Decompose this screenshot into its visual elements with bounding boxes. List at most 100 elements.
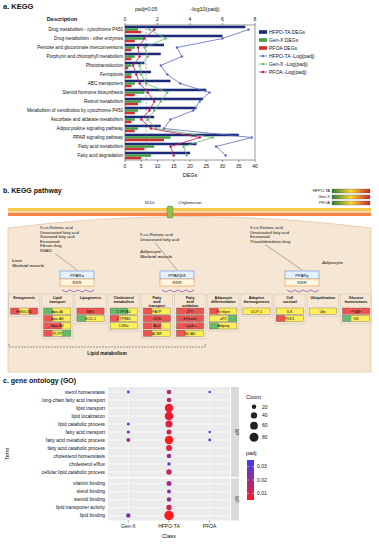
dot: [126, 513, 130, 517]
legend-label: HFPO-TA -Log(padj): [269, 53, 315, 59]
term-label: lipid binding: [80, 513, 106, 518]
dot: [165, 412, 174, 421]
process-label: differentiation: [211, 300, 236, 304]
gene-box: [77, 308, 104, 314]
bar: [125, 49, 132, 52]
gene-label: CYP7A1: [116, 310, 131, 314]
marker: [169, 118, 171, 120]
gene-box: [77, 315, 104, 321]
dot: [167, 490, 171, 494]
bar: [125, 31, 141, 34]
marker: [138, 55, 140, 57]
bar: [125, 152, 190, 155]
process-box: [208, 294, 239, 331]
category-label: PPAR signaling pathway: [73, 135, 124, 140]
tick-label: 30: [220, 163, 226, 169]
gene-label: UCP-1: [251, 310, 262, 314]
term-label: vitamin binding: [73, 481, 105, 486]
gene-color: [285, 308, 294, 314]
process-label: transport: [49, 300, 66, 304]
legend-label: Gen-X DEGs: [269, 37, 299, 43]
panel-title: a. KEGG: [3, 2, 34, 11]
marker: [153, 100, 155, 102]
gene-color: [285, 315, 294, 321]
legend-swatch: [259, 64, 267, 65]
gene-color: [77, 308, 86, 314]
receptor: [60, 271, 94, 279]
process-label: Lipogenesis: [80, 296, 102, 300]
gene-box: [44, 330, 71, 336]
receptor-label: PPARα: [70, 273, 84, 278]
partner-label: RXR: [72, 280, 81, 285]
process-box: [241, 294, 272, 316]
bar: [125, 58, 132, 61]
term-label: long-chain fatty acid transport: [42, 398, 106, 403]
legend-label: Gen-X -Log(padj): [269, 61, 308, 67]
dot: [127, 423, 130, 426]
receptor: [285, 271, 319, 279]
term-label: fatty acid catabolic process: [47, 446, 105, 451]
legend-label: PFOA DEGs: [269, 45, 298, 51]
partner-label: RXR: [172, 280, 181, 285]
term-label: steroid binding: [74, 497, 106, 502]
panel-title: c. gene ontology (GO): [3, 377, 76, 385]
dna: [162, 290, 194, 292]
dot: [165, 436, 173, 444]
dna: [62, 290, 94, 292]
category-label: Porphyrin and chlorophyll metabolism: [46, 54, 123, 59]
arrow: [55, 254, 77, 271]
term-label: sterol binding: [76, 489, 105, 494]
gene-color: [152, 323, 161, 329]
gene-box: [309, 308, 336, 314]
process-label: homeostasis: [345, 300, 368, 304]
dot: [167, 390, 172, 395]
process-label: Ubiquitination: [311, 296, 337, 300]
panel-bg: [108, 479, 230, 521]
partner-label: RXR: [297, 280, 306, 285]
category-label: Metabolism of xenobiotics by cytochrome …: [27, 108, 123, 113]
gene-color: [219, 315, 228, 321]
marker: [176, 46, 178, 48]
tissue: Adipocyte: [321, 260, 343, 265]
legend-swatch: [262, 71, 264, 73]
legend-label: 60: [262, 422, 268, 428]
legend-label: 20: [262, 404, 268, 410]
gene-color: [161, 315, 170, 321]
process-label: metabolism: [113, 300, 134, 304]
marker: [221, 37, 223, 39]
gene-label: PLTP: [53, 332, 63, 336]
process-label: oxidation: [182, 304, 199, 308]
gene-color: [95, 315, 104, 321]
bar: [125, 109, 138, 112]
gene-label: Adipoq: [217, 324, 229, 328]
marker: [140, 118, 142, 120]
plot-area: [125, 25, 253, 160]
tick-label: 5: [140, 163, 143, 169]
bar: [125, 82, 135, 85]
size-key: [251, 412, 257, 418]
key-bar: [332, 189, 370, 193]
gene-color: [128, 323, 137, 329]
legend-swatch: [259, 46, 267, 50]
bar: [125, 76, 132, 79]
marker: [251, 136, 253, 138]
gene-box: [243, 308, 270, 314]
axis-title: Class: [162, 533, 176, 539]
gene-box: [143, 315, 170, 321]
dot: [165, 420, 172, 427]
legend-swatch: [259, 30, 267, 34]
legend-title: Count: [246, 394, 261, 400]
marker: [212, 136, 214, 138]
color-bar: [247, 460, 254, 500]
axis-title: Term: [4, 447, 10, 460]
key-bar: [332, 195, 370, 199]
category-label: Phototransduction: [86, 63, 123, 68]
process-box: [141, 294, 172, 339]
category-label: Retinol metabolism: [84, 99, 123, 104]
size-key: [250, 422, 258, 430]
tissue: Skeletal muscle: [12, 263, 45, 268]
bar: [125, 46, 135, 49]
gene-color: [294, 315, 303, 321]
legend-label: 40: [262, 412, 268, 418]
marker: [173, 154, 175, 156]
